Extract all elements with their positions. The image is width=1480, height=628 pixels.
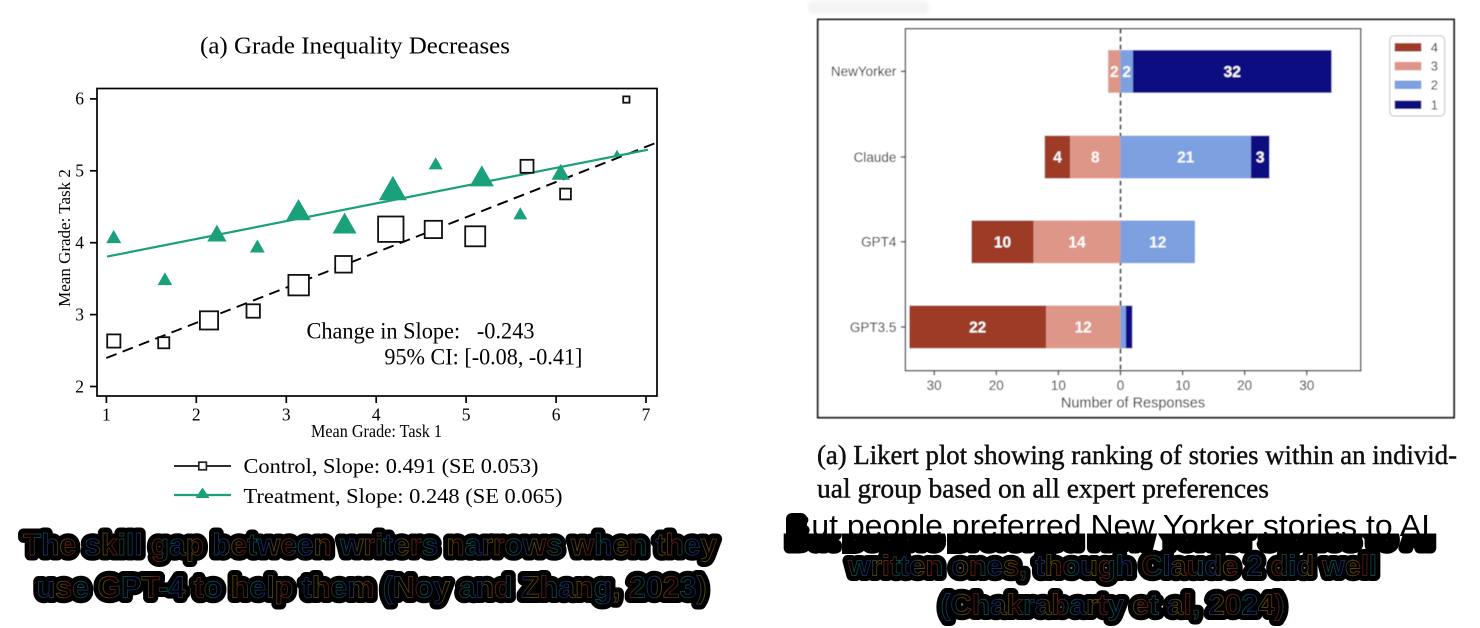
svg-text:0: 0 — [1117, 378, 1125, 393]
svg-text:Treatment, Slope: 0.248 (SE 0.: Treatment, Slope: 0.248 (SE 0.065) — [244, 484, 563, 508]
svg-text:written ones, though Claude 2: written ones, though Claude 2 did well — [847, 551, 1377, 583]
svg-text:2: 2 — [192, 405, 201, 425]
svg-text:(Chakrabarty et al, 2024): (Chakrabarty et al, 2024) — [941, 590, 1285, 622]
svg-text:10: 10 — [1051, 378, 1066, 393]
svg-text:4: 4 — [1053, 150, 1062, 167]
svg-text:3: 3 — [1256, 150, 1265, 167]
svg-text:Mean Grade: Task 1: Mean Grade: Task 1 — [311, 421, 442, 441]
svg-text:8: 8 — [1091, 150, 1100, 167]
svg-text:20: 20 — [989, 378, 1004, 393]
svg-text:Mean Grade: Task 2: Mean Grade: Task 2 — [55, 169, 74, 307]
svg-text:1: 1 — [1431, 97, 1438, 112]
svg-text:14: 14 — [1068, 234, 1086, 251]
svg-text:3: 3 — [282, 405, 291, 425]
svg-text:ual group based on all expert: ual group based on all expert preference… — [817, 474, 1269, 504]
svg-text:3: 3 — [75, 304, 84, 324]
svg-text:1: 1 — [102, 405, 111, 425]
svg-text:2: 2 — [1110, 64, 1119, 81]
svg-text:use GPT-4 to help them (Noy an: use GPT-4 to help them (Noy and Zhang, 2… — [37, 570, 707, 605]
svg-text:12: 12 — [1149, 234, 1166, 251]
svg-text:6: 6 — [552, 405, 561, 425]
svg-text:10: 10 — [994, 234, 1011, 251]
svg-text:32: 32 — [1224, 64, 1241, 81]
svg-text:5: 5 — [75, 161, 84, 181]
svg-text:use GPT-4 to help them (Noy an: use GPT-4 to help them (Noy and Zhang, 2… — [37, 570, 707, 605]
svg-text:(a) Grade Inequality Decreases: (a) Grade Inequality Decreases — [200, 34, 510, 60]
svg-text:2: 2 — [1431, 77, 1438, 92]
svg-text:4: 4 — [75, 233, 84, 253]
svg-text:95% CI: [-0.08, -0.41]: 95% CI: [-0.08, -0.41] — [384, 344, 582, 369]
svg-text:(a) Likert plot showing rankin: (a) Likert plot showing ranking of stori… — [817, 440, 1457, 470]
svg-text:GPT4: GPT4 — [861, 235, 897, 250]
svg-text:written ones, though Claude 2: written ones, though Claude 2 did well — [847, 551, 1377, 583]
svg-text:7: 7 — [642, 405, 651, 425]
svg-text:But people preferred New Yorke: But people preferred New Yorker stories … — [787, 520, 1433, 555]
svg-text:(Chakrabarty et al, 2024): (Chakrabarty et al, 2024) — [941, 590, 1285, 622]
svg-text:2: 2 — [75, 376, 84, 396]
svg-text:But people preferred New Yorke: But people preferred New Yorker stories … — [790, 508, 1430, 543]
svg-text:2: 2 — [1122, 64, 1131, 81]
svg-text:GPT3.5: GPT3.5 — [850, 320, 897, 335]
svg-text:Control, Slope: 0.491 (SE 0.05: Control, Slope: 0.491 (SE 0.053) — [244, 454, 539, 478]
svg-text:3: 3 — [1431, 59, 1438, 74]
svg-text:4: 4 — [372, 405, 381, 425]
svg-text:5: 5 — [462, 405, 471, 425]
svg-text:30: 30 — [1299, 378, 1314, 393]
svg-text:20: 20 — [1237, 378, 1252, 393]
svg-text:21: 21 — [1177, 150, 1195, 167]
svg-text:22: 22 — [969, 320, 986, 337]
svg-text:NewYorker: NewYorker — [831, 64, 897, 79]
svg-text:Claude: Claude — [854, 150, 897, 165]
svg-text:Number of Responses: Number of Responses — [1061, 396, 1205, 412]
svg-text:30: 30 — [927, 378, 942, 393]
svg-text:6: 6 — [75, 89, 84, 109]
svg-text:10: 10 — [1175, 378, 1190, 393]
svg-text:4: 4 — [1431, 40, 1438, 55]
svg-text:The skill gap between writers: The skill gap between writers narrows wh… — [23, 527, 718, 562]
svg-text:The skill gap between writers: The skill gap between writers narrows wh… — [23, 527, 718, 562]
svg-text:12: 12 — [1075, 320, 1092, 337]
svg-text:Change in Slope: -0.243: Change in Slope: -0.243 — [307, 318, 535, 343]
